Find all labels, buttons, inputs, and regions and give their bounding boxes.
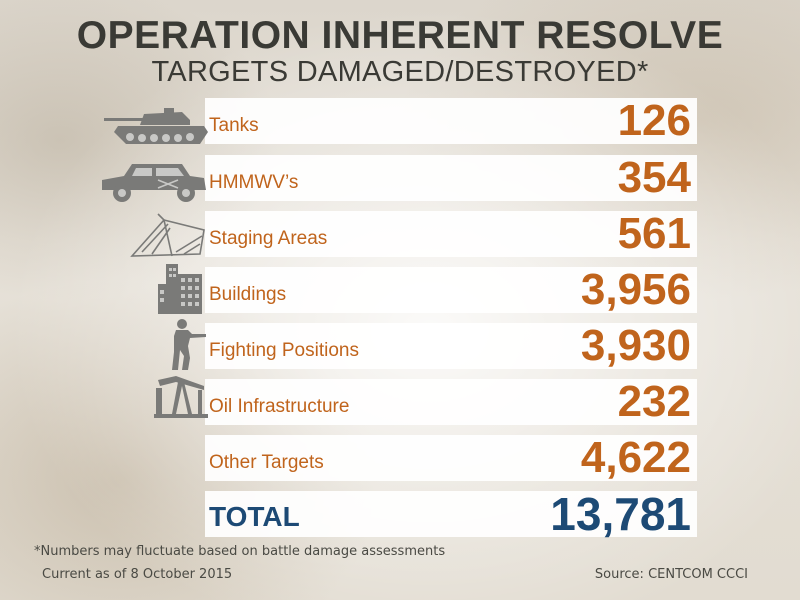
hmmwv-icon <box>102 164 206 202</box>
row-value: 232 <box>617 377 691 426</box>
as-of-date: Current as of 8 October 2015 <box>42 567 233 582</box>
total-value: 13,781 <box>550 488 691 540</box>
row-label: Tanks <box>209 115 259 136</box>
tent-icon <box>130 213 205 257</box>
table-row-hmmwvs: HMMWV’s 354 <box>205 153 697 202</box>
table-row-buildings: Buildings 3,956 <box>205 265 697 314</box>
row-label: Buildings <box>209 284 287 305</box>
row-value: 4,622 <box>580 433 691 482</box>
row-value: 561 <box>617 209 691 258</box>
table-row-oil-infrastructure: Oil Infrastructure 232 <box>205 377 697 426</box>
tank-icon <box>104 108 208 144</box>
row-value: 3,956 <box>580 265 691 314</box>
footnote: *Numbers may fluctuate based on battle d… <box>34 544 446 559</box>
row-label: Other Targets <box>209 452 324 473</box>
table-row-fighting-positions: Fighting Positions 3,930 <box>205 321 697 370</box>
page-subtitle: TARGETS DAMAGED/DESTROYED* <box>151 56 649 88</box>
soldier-icon <box>172 319 206 370</box>
table-row-tanks: Tanks 126 <box>205 96 697 145</box>
row-value: 126 <box>617 96 691 145</box>
building-icon <box>158 264 202 314</box>
row-label: Staging Areas <box>209 228 328 249</box>
page-title: OPERATION INHERENT RESOLVE <box>76 14 724 57</box>
table-row-total: TOTAL 13,781 <box>205 488 697 540</box>
table-row-other-targets: Other Targets 4,622 <box>205 433 697 482</box>
row-label: Fighting Positions <box>209 340 359 361</box>
source-credit: Source: CENTCOM CCCI <box>594 567 748 582</box>
row-value: 354 <box>617 153 691 202</box>
row-label: Oil Infrastructure <box>209 396 350 417</box>
row-label: HMMWV’s <box>209 172 299 193</box>
table-row-staging-areas: Staging Areas 561 <box>205 209 697 258</box>
oil-pump-icon <box>154 376 208 418</box>
total-label: TOTAL <box>209 501 300 532</box>
row-value: 3,930 <box>580 321 691 370</box>
